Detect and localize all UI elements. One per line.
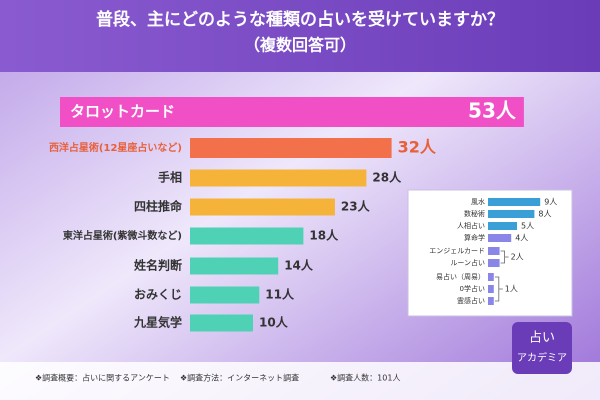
bar (190, 257, 279, 275)
value-label: 23人 (341, 199, 371, 214)
value-label: 32人 (398, 138, 437, 157)
value-label: 18人 (309, 228, 339, 243)
bar (190, 286, 260, 304)
inset-category-label: 風水 (471, 197, 485, 206)
inset-category-label: エンジェルカード (429, 247, 485, 255)
inset-value-label: 1人 (505, 285, 518, 294)
inset-category-label: 数秘術 (464, 209, 485, 218)
inset-bar (488, 259, 500, 267)
inset-bar (488, 210, 535, 218)
bar (190, 314, 253, 332)
category-label: 西洋占星術(12星座占いなど) (49, 141, 182, 154)
category-label: 姓名判断 (134, 258, 182, 273)
category-label: 手相 (158, 170, 182, 185)
inset-value-label: 2人 (511, 253, 524, 262)
category-label: 東洋占星術(紫微斗数など) (63, 229, 182, 242)
bar (190, 198, 335, 216)
bar (190, 169, 367, 187)
footer-band (0, 362, 600, 400)
footnote: ❖調査人数：101人 (330, 373, 400, 383)
bar (190, 138, 392, 158)
inset-value-label: 4人 (515, 234, 528, 243)
chart-title: 普段、主にどのような種類の占いを受けていますか？ (96, 9, 504, 30)
inset-category-label: 算命学 (464, 233, 485, 242)
header-band (0, 0, 600, 72)
category-label: おみくじ (134, 288, 182, 302)
value-label: 14人 (284, 258, 314, 273)
group-bracket (494, 276, 503, 302)
inset-category-label: 0学占い (460, 284, 485, 293)
inset-category-label: 易占い（周易） (436, 272, 485, 281)
inset-category-label: 人相占い (457, 221, 485, 230)
inset-category-label: ルーン占い (450, 258, 485, 267)
inset-bar (488, 247, 500, 255)
value-label: 10人 (259, 315, 289, 330)
category-label: 九星気学 (133, 315, 182, 330)
value-label: 28人 (372, 170, 402, 185)
logo-text: アカデミア (517, 351, 567, 364)
inset-bar (488, 234, 512, 242)
inset-bar (488, 222, 517, 230)
inset-value-label: 5人 (521, 222, 534, 231)
category-label: 四柱推命 (134, 199, 183, 214)
group-bracket (500, 250, 509, 264)
footnote: ❖調査概要：占いに関するアンケート (35, 373, 170, 383)
inset-bar (488, 285, 494, 293)
value-label: 11人 (265, 287, 295, 302)
chart-subtitle: （複数回答可） (244, 36, 356, 55)
inset-bar (488, 198, 541, 206)
inset-value-label: 8人 (538, 210, 551, 219)
inset-bar (488, 273, 494, 281)
footnote: ❖調査方法：インターネット調査 (180, 373, 299, 383)
logo-text: 占い (529, 331, 555, 346)
category-label: タロットカード (70, 103, 175, 121)
inset-value-label: 9人 (544, 198, 557, 207)
inset-bar (488, 297, 494, 305)
logo-box (512, 322, 572, 374)
value-label: 53人 (468, 99, 517, 123)
bar (190, 227, 304, 245)
inset-category-label: 霊感占い (457, 296, 485, 305)
bar (60, 97, 524, 127)
